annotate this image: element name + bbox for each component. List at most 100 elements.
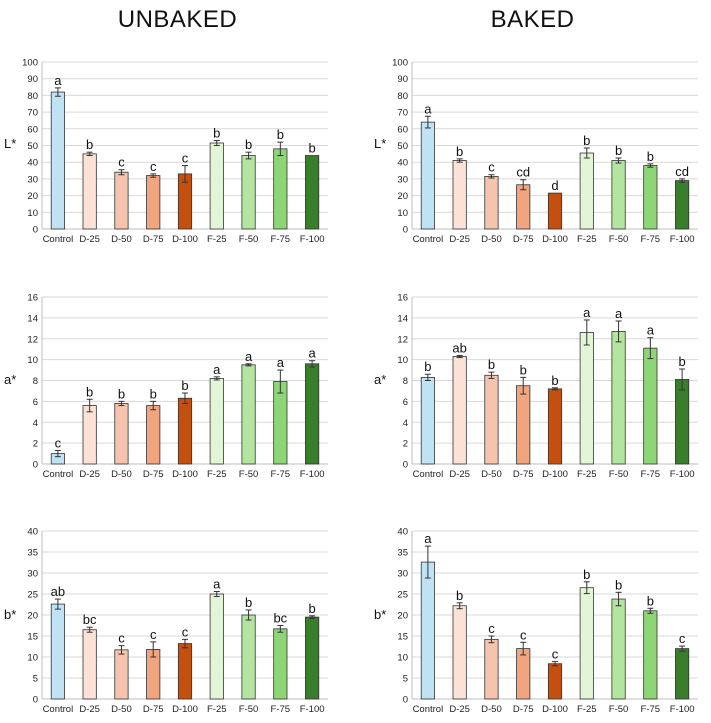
baked-title: BAKED	[490, 6, 575, 33]
unbaked-b-y-tick-label: 25	[27, 590, 38, 601]
unbaked-L-y-axis-label: L*	[4, 136, 16, 151]
unbaked-L-significance-letter: b	[86, 137, 93, 152]
baked-b-category-label: F-75	[641, 704, 661, 715]
unbaked-b-category-label: D-100	[172, 704, 198, 715]
baked-L-y-tick-label: 50	[397, 141, 408, 152]
baked-L-y-tick-label: 100	[392, 58, 408, 69]
unbaked-a-y-axis-label: a*	[4, 372, 16, 387]
unbaked-a-y-tick-label: 6	[33, 397, 38, 408]
unbaked-a-category-label: F-100	[300, 469, 325, 480]
unbaked-b-significance-letter: b	[245, 595, 252, 610]
unbaked-L-y-tick-label: 10	[27, 208, 38, 219]
unbaked-a-y-tick-label: 10	[27, 355, 38, 366]
unbaked-L-y-tick-label: 80	[27, 91, 38, 102]
baked-L-category-label: F-100	[670, 234, 695, 245]
unbaked-b-y-tick-label: 15	[27, 632, 38, 643]
unbaked-b-y-tick-label: 30	[27, 569, 38, 580]
baked-b-significance-letter: c	[520, 627, 527, 642]
unbaked-a-significance-letter: b	[150, 386, 157, 401]
unbaked-L-bar	[146, 175, 161, 230]
unbaked-L-category-label: F-25	[207, 234, 227, 245]
unbaked-b-significance-letter: c	[182, 624, 189, 639]
unbaked-L-category-label: D-25	[79, 234, 100, 245]
baked-a-bar	[547, 388, 563, 465]
baked-b-category-label: D-50	[481, 704, 502, 715]
baked-a-bar	[643, 347, 658, 465]
baked-b-y-axis-label: b*	[374, 607, 386, 622]
baked-L-bar	[611, 160, 626, 230]
unbaked-a-category-label: D-25	[79, 469, 100, 480]
unbaked-a-category-label: D-75	[143, 469, 164, 480]
baked-b-category-label: D-25	[449, 704, 470, 715]
unbaked-L-y-tick-label: 40	[27, 158, 38, 169]
unbaked-b-bar	[273, 628, 288, 700]
baked-L-y-tick-label: 0	[403, 225, 408, 236]
baked-L-bar	[579, 152, 594, 230]
baked-a-significance-letter: b	[520, 362, 527, 377]
baked-a-bar	[516, 385, 531, 465]
unbaked-b-category-label: F-25	[207, 704, 227, 715]
baked-L-bar	[484, 175, 499, 230]
baked-L-bar	[547, 192, 563, 230]
unbaked-b-significance-letter: ab	[51, 584, 65, 599]
baked-L-y-tick-label: 10	[397, 208, 408, 219]
unbaked-L-category-label: D-75	[143, 234, 164, 245]
baked-L-bar	[452, 160, 467, 230]
baked-a-bar	[452, 356, 467, 465]
baked-L-category-label: F-25	[577, 234, 597, 245]
baked-a-significance-letter: b	[678, 354, 685, 369]
baked-b-y-tick-label: 40	[397, 527, 408, 538]
baked-L-significance-letter: b	[583, 133, 590, 148]
baked-L-y-tick-label: 60	[397, 124, 408, 135]
unbaked-L-significance-letter: a	[54, 73, 62, 88]
baked-b-bar	[420, 561, 435, 700]
baked-b-bar	[643, 610, 658, 700]
unbaked-L-significance-letter: b	[308, 141, 315, 156]
unbaked-L-category-label: F-50	[239, 234, 259, 245]
baked-a-significance-letter: b	[551, 373, 558, 388]
baked-b-bar	[516, 648, 531, 700]
unbaked-b-bar	[209, 593, 224, 700]
baked-L-category-label: F-75	[641, 234, 661, 245]
baked-b-y-tick-label: 10	[397, 653, 408, 664]
unbaked-b-bar	[305, 616, 320, 700]
baked-L-significance-letter: cd	[516, 165, 530, 180]
unbaked-b-category-label: F-50	[239, 704, 259, 715]
unbaked-a-significance-letter: b	[181, 378, 188, 393]
baked-a-significance-letter: b	[488, 357, 495, 372]
unbaked-L-significance-letter: b	[245, 137, 252, 152]
baked-L-y-tick-label: 80	[397, 91, 408, 102]
unbaked-a-y-tick-label: 12	[27, 334, 38, 345]
unbaked-L-category-label: Control	[43, 234, 74, 245]
unbaked-b-y-tick-label: 35	[27, 548, 38, 559]
unbaked-b-y-tick-label: 20	[27, 611, 38, 622]
baked-a-y-tick-label: 4	[403, 418, 408, 429]
unbaked-a-bar	[82, 405, 97, 465]
baked-a-category-label: D-25	[449, 469, 470, 480]
unbaked-a-significance-letter: a	[277, 355, 285, 370]
unbaked-b-y-tick-label: 5	[33, 674, 38, 685]
unbaked-L-significance-letter: b	[277, 127, 284, 142]
baked-a-y-tick-label: 0	[403, 460, 408, 471]
baked-a-bar	[675, 379, 690, 465]
unbaked-L-bar	[273, 148, 288, 230]
baked-b-category-label: F-25	[577, 704, 597, 715]
unbaked-b-significance-letter: bc	[83, 612, 97, 627]
unbaked-a-y-tick-label: 16	[27, 293, 38, 304]
baked-a-y-tick-label: 14	[397, 313, 408, 324]
baked-a-y-axis-label: a*	[374, 372, 386, 387]
unbaked-b-bar	[241, 614, 256, 700]
baked-b-y-tick-label: 0	[403, 695, 408, 706]
baked-L-significance-letter: d	[551, 178, 558, 193]
unbaked-L-y-tick-label: 60	[27, 124, 38, 135]
baked-L-y-axis-label: L*	[374, 136, 386, 151]
unbaked-L-significance-letter: c	[150, 159, 157, 174]
baked-a-category-label: D-50	[481, 469, 502, 480]
unbaked-a-category-label: D-50	[111, 469, 132, 480]
unbaked-a-bar	[241, 364, 256, 465]
unbaked-L-significance-letter: c	[182, 151, 189, 166]
unbaked-a-significance-letter: b	[86, 384, 93, 399]
baked-L-significance-letter: b	[647, 149, 654, 164]
unbaked-a-category-label: D-100	[172, 469, 198, 480]
unbaked-a-bar	[209, 378, 224, 465]
